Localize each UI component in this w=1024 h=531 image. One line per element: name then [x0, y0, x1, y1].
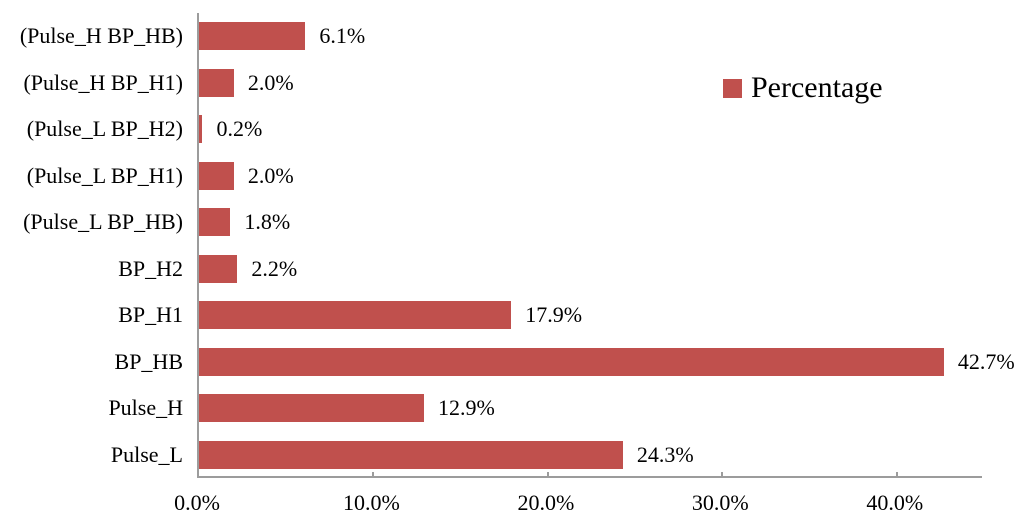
category-label: Pulse_H — [108, 395, 183, 421]
category-label: (Pulse_H BP_H1) — [23, 69, 183, 95]
bar — [199, 440, 623, 469]
x-axis-tick — [372, 472, 375, 478]
category-label: (Pulse_L BP_H2) — [26, 116, 183, 142]
x-axis-tick — [546, 472, 549, 478]
bar-value-label: 1.8% — [244, 209, 291, 235]
x-tick-label: 10.0% — [343, 490, 400, 515]
category-label: BP_H1 — [118, 302, 183, 328]
x-axis-tick — [721, 472, 724, 478]
bar — [199, 22, 306, 51]
bar — [199, 161, 234, 190]
legend: Percentage — [723, 71, 883, 104]
category-label: (Pulse_H BP_HB) — [19, 23, 183, 49]
x-tick-label: 40.0% — [866, 490, 924, 515]
bar-value-label: 24.3% — [636, 441, 694, 467]
x-axis-tick — [895, 472, 898, 478]
bar-value-label: 2.0% — [247, 162, 294, 188]
bar — [199, 394, 425, 423]
x-tick-label: 0.0% — [174, 490, 220, 515]
bar-value-label: 6.1% — [319, 23, 366, 49]
bar-value-label: 2.2% — [251, 255, 298, 281]
legend-label: Percentage — [751, 71, 883, 104]
x-tick-label: 30.0% — [691, 490, 749, 515]
x-tick-label: 20.0% — [517, 490, 575, 515]
legend-swatch-icon — [723, 78, 742, 98]
bar — [199, 254, 238, 283]
category-label: BP_H2 — [118, 255, 183, 281]
category-label: (Pulse_L BP_H1) — [26, 162, 183, 188]
bar — [199, 208, 231, 237]
category-label: BP_HB — [114, 348, 183, 374]
plot-area: 6.1% 2.0% 0.2% 2.0% 1.8% 2.2% 17.9% 42.7% 12.9% 2… — [197, 13, 1015, 478]
bar — [199, 115, 203, 144]
category-label: (Pulse_L BP_HB) — [23, 209, 183, 235]
bar — [199, 347, 944, 376]
bar-value-label: 42.7% — [957, 348, 1015, 374]
bar-value-label: 12.9% — [438, 395, 495, 421]
bar — [199, 301, 512, 330]
category-label: Pulse_L — [110, 441, 183, 467]
bar-value-label: 2.0% — [247, 69, 294, 95]
bar-value-label: 0.2% — [216, 116, 263, 142]
bar — [199, 68, 234, 97]
bar-value-label: 17.9% — [525, 302, 583, 328]
